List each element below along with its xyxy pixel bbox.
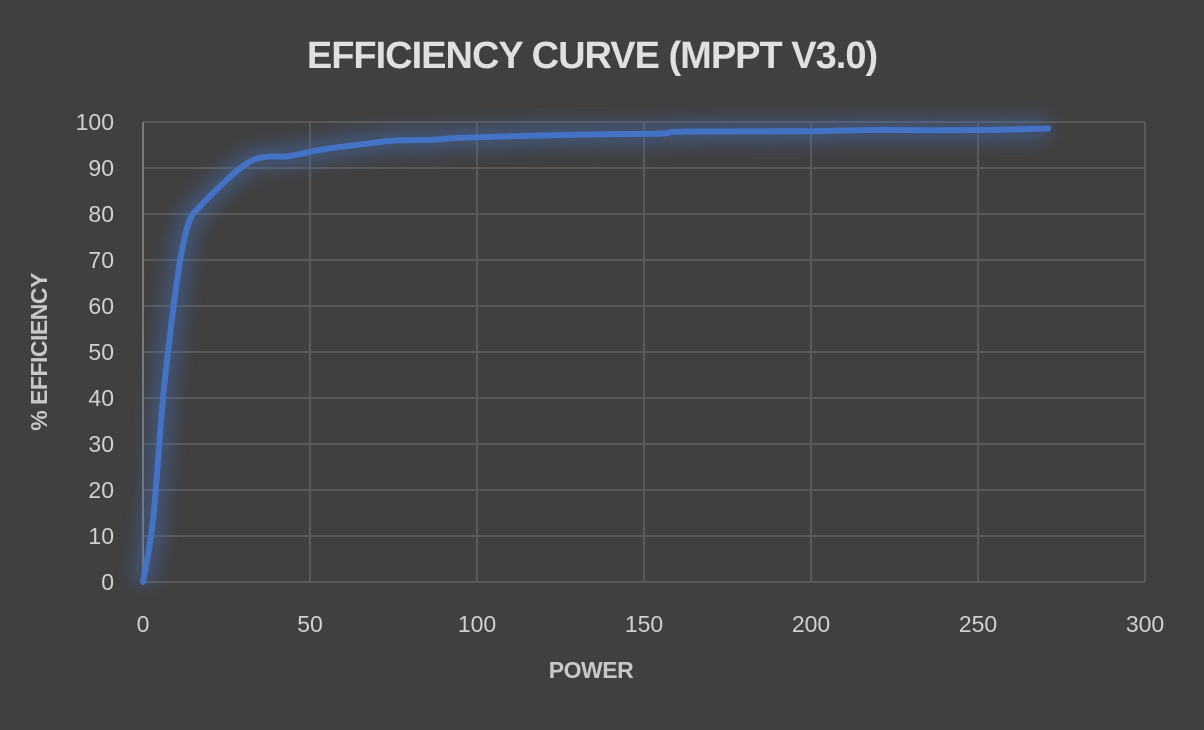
y-tick-label: 70 <box>88 247 114 273</box>
x-axis-title: POWER <box>549 657 634 683</box>
y-tick-label: 0 <box>101 569 114 595</box>
series-line <box>140 125 1052 585</box>
y-tick-label: 90 <box>88 155 114 181</box>
x-tick-label: 150 <box>625 611 663 637</box>
chart-title: EFFICIENCY CURVE (MPPT V3.0) <box>307 35 877 77</box>
series-line-glow <box>132 117 1049 584</box>
y-tick-label: 10 <box>88 523 114 549</box>
x-tick-label: 100 <box>458 611 496 637</box>
y-tick-label: 40 <box>88 385 114 411</box>
x-tick-label: 200 <box>792 611 830 637</box>
y-axis-title: % EFFICIENCY <box>26 273 52 431</box>
x-tick-label: 300 <box>1126 611 1164 637</box>
x-tick-label: 250 <box>959 611 997 637</box>
y-tick-label: 60 <box>88 293 114 319</box>
y-tick-label: 80 <box>88 201 114 227</box>
tick-labels: 0 10 20 30 40 50 60 70 80 90 100 0 50 100 150 200 250 300 <box>76 109 1165 637</box>
y-tick-label: 20 <box>88 477 114 503</box>
gridlines <box>142 121 1146 583</box>
y-tick-label: 30 <box>88 431 114 457</box>
y-tick-label: 100 <box>76 109 114 135</box>
series-group <box>132 117 1052 585</box>
x-tick-label: 50 <box>297 611 323 637</box>
x-tick-label: 0 <box>137 611 150 637</box>
y-tick-label: 50 <box>88 339 114 365</box>
